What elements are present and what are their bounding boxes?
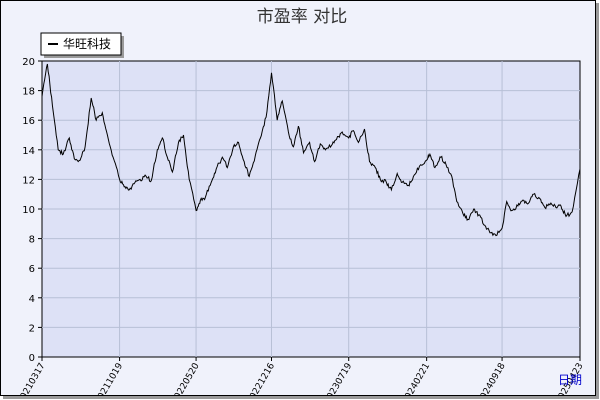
y-tick-label: 20	[22, 57, 35, 68]
x-tick-label: 20221216	[246, 361, 278, 395]
x-tick-label: 20210317	[16, 362, 48, 396]
y-tick-label: 10	[22, 205, 35, 216]
y-axis-ticks: 0 2 4 6 8 10 12 14 16 18 20	[22, 57, 42, 364]
pe-ratio-chart: 市盈率 对比 0 2 4 6 8 10 12 14 16 18 20 20210317 2021101…	[16, 7, 586, 400]
y-tick-label: 12	[22, 175, 35, 186]
y-tick-label: 2	[29, 323, 35, 334]
x-axis-ticks: 20210317 20211019 20220520 20221216 20230719…	[16, 357, 586, 400]
y-tick-label: 18	[22, 87, 35, 98]
legend-box	[40, 32, 122, 56]
y-tick-label: 14	[22, 146, 35, 157]
legend-label: 华旺科技	[63, 37, 111, 51]
y-tick-label: 16	[22, 116, 35, 127]
x-tick-label: 20230719	[323, 361, 355, 395]
x-tick-label: 20240221	[401, 362, 433, 396]
x-tick-label: 20240918	[476, 361, 508, 395]
x-tick-label: 20211019	[94, 361, 126, 395]
grid-lines	[42, 61, 580, 357]
y-tick-label: 6	[29, 264, 35, 275]
y-tick-label: 8	[29, 235, 35, 246]
series-line-huawang	[41, 63, 581, 237]
legend: 华旺科技	[40, 32, 124, 58]
chart-title: 市盈率 对比	[257, 7, 347, 27]
y-tick-label: 0	[29, 353, 35, 364]
x-axis-label: 日期	[558, 373, 582, 387]
x-tick-label: 20220520	[170, 361, 202, 395]
y-tick-label: 4	[29, 294, 35, 305]
